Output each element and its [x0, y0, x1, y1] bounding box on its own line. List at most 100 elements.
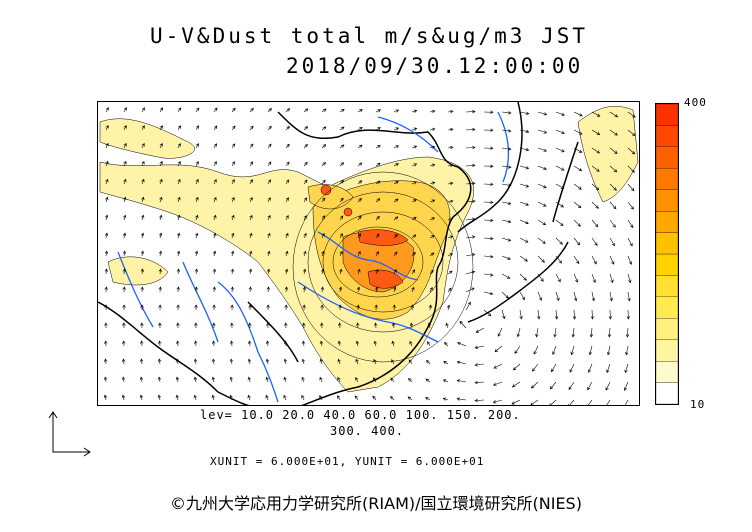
wind-arrow: [375, 215, 380, 221]
wind-arrow: [372, 395, 377, 401]
wind-arrow: [140, 304, 144, 311]
wind-arrow: [465, 109, 476, 114]
wind-arrow: [537, 147, 548, 152]
wind-arrow: [390, 377, 395, 383]
wind-arrow: [285, 232, 289, 239]
wind-arrow: [572, 309, 577, 320]
wind-arrow: [533, 345, 539, 355]
wind-arrow: [573, 147, 583, 153]
wind-arrow: [229, 376, 234, 383]
wind-arrow: [465, 217, 476, 221]
wind-arrow: [302, 268, 307, 275]
wind-arrow: [519, 183, 530, 188]
wind-arrow: [213, 178, 217, 185]
wind-arrow: [501, 237, 512, 242]
wind-arrow: [483, 182, 494, 186]
colorbar-swatch: [656, 275, 678, 298]
wind-arrow: [302, 304, 306, 311]
wind-arrow: [516, 327, 521, 338]
wind-arrow: [411, 234, 417, 239]
wind-arrow: [193, 358, 198, 365]
wind-arrow: [357, 109, 363, 113]
colorbar-max-label: 400: [684, 96, 707, 109]
wind-arrow: [609, 219, 616, 228]
wind-arrow: [337, 376, 341, 383]
wind-arrow: [122, 304, 126, 311]
wind-arrow: [483, 110, 494, 114]
wind-arrow: [591, 129, 601, 136]
wind-arrow: [303, 197, 308, 203]
wind-arrow: [519, 111, 530, 115]
wind-arrow: [625, 327, 630, 338]
wind-arrow: [623, 381, 629, 391]
wind-arrow: [176, 304, 180, 311]
wind-arrow: [426, 359, 431, 365]
wind-arrow: [302, 286, 307, 293]
wind-arrow: [354, 395, 359, 401]
wind-arrow: [393, 233, 398, 239]
wind-arrow: [483, 309, 492, 317]
wind-arrow: [267, 179, 272, 185]
wind-arrow: [519, 219, 529, 225]
wind-arrow: [519, 255, 528, 262]
wind-arrow: [285, 161, 290, 167]
wind-arrow: [519, 291, 525, 301]
wind-arrow: [266, 322, 270, 329]
wind-arrow: [177, 125, 181, 131]
wind-arrow: [591, 201, 599, 209]
wind-arrow: [284, 322, 288, 329]
wind-arrow: [609, 201, 617, 210]
wind-arrow: [357, 268, 361, 275]
wind-arrow: [447, 253, 454, 257]
colorbar-min-label: 10: [690, 398, 706, 411]
wind-arrow: [177, 160, 181, 167]
wind-arrow: [409, 340, 413, 347]
wind-arrow: [320, 322, 324, 329]
wind-arrow: [393, 145, 400, 149]
wind-arrow: [514, 345, 521, 354]
wind-arrow: [627, 111, 636, 118]
wind-arrow: [122, 268, 126, 275]
wind-arrow: [283, 340, 288, 347]
wind-arrow: [483, 128, 494, 132]
wind-arrow: [140, 268, 145, 275]
wind-arrow: [105, 107, 109, 113]
wind-arrow: [607, 327, 612, 338]
wind-arrow: [176, 232, 181, 239]
wind-arrow: [492, 381, 503, 386]
wind-arrow: [591, 183, 600, 191]
wind-arrow: [605, 399, 611, 405]
wind-arrow: [249, 125, 254, 131]
wind-arrow: [267, 161, 272, 167]
wind-arrow: [408, 377, 413, 383]
wind-arrow: [176, 268, 181, 275]
wind-arrow: [231, 214, 235, 221]
wind-arrow: [104, 340, 108, 347]
wind-arrow: [140, 232, 145, 239]
wind-arrow: [103, 358, 108, 365]
wind-arrow: [230, 304, 234, 311]
wind-arrow: [285, 108, 291, 113]
wind-arrow: [519, 201, 530, 206]
wind-arrow: [590, 309, 595, 320]
wind-arrow: [213, 107, 218, 113]
wind-arrow: [321, 197, 326, 203]
wind-arrow: [429, 235, 435, 239]
wind-arrow: [140, 322, 144, 329]
wind-arrow: [285, 214, 289, 221]
wind-arrow: [321, 108, 327, 113]
wind-arrow: [319, 340, 324, 347]
wind-arrow: [443, 360, 449, 365]
wind-arrow: [605, 381, 611, 391]
wind-arrow: [303, 215, 307, 221]
rivers: [117, 111, 510, 403]
wind-arrow: [569, 363, 575, 373]
wind-arrow: [231, 125, 236, 131]
wind-arrow: [393, 216, 399, 221]
wind-arrow: [501, 111, 512, 115]
wind-arrow: [591, 255, 597, 265]
wind-arrow: [425, 378, 431, 383]
wind-arrow: [393, 180, 399, 185]
wind-arrow: [573, 237, 581, 246]
wind-arrow: [483, 273, 494, 277]
